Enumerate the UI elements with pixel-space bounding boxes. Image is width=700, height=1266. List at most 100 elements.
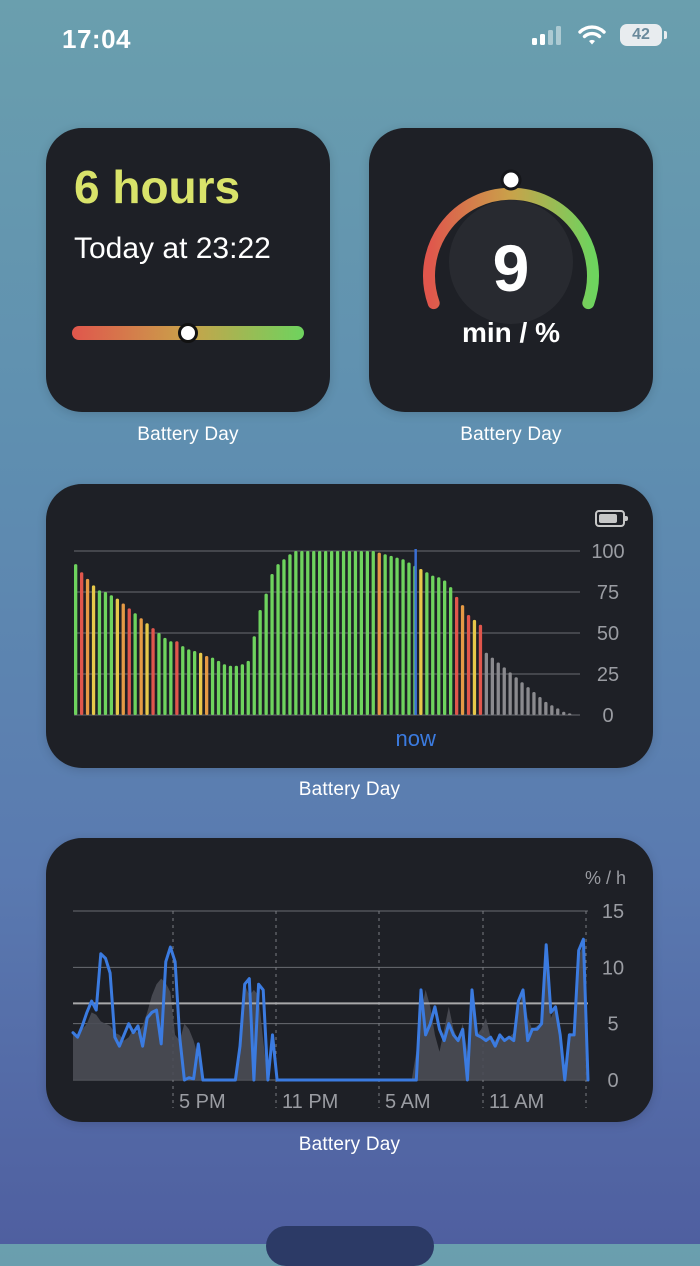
discharge-rate-chart-widget[interactable]: % / h 15 10 5 0 5 PM 11 PM 5 AM 11 AM: [46, 838, 653, 1122]
empty-time: Today at 23:22: [74, 232, 271, 265]
charge-scale-knob: [178, 323, 198, 343]
x-tick-label: 5 AM: [385, 1091, 431, 1113]
gauge-arc: [423, 187, 599, 310]
history-bar: [175, 641, 179, 715]
history-bar: [401, 559, 405, 715]
unit-label: % / h: [585, 868, 626, 888]
gauge-value: 9: [493, 231, 530, 305]
history-bar: [335, 551, 340, 715]
history-bar: [294, 551, 298, 715]
history-bar: [341, 551, 346, 715]
history-bar: [97, 590, 102, 715]
history-bar: [276, 564, 280, 715]
gauge-knob: [500, 169, 522, 191]
forecast-bar: [502, 667, 506, 715]
history-bar: [312, 551, 316, 715]
history-bar: [449, 587, 453, 715]
history-bar: [145, 623, 149, 715]
history-bar: [330, 551, 334, 715]
history-bar: [288, 554, 292, 715]
y-tick-label: 0: [607, 1070, 618, 1092]
y-tick-label: 10: [602, 957, 624, 979]
forecast-bar: [520, 682, 524, 715]
history-bar: [371, 551, 375, 715]
history-bar: [234, 665, 238, 715]
forecast-bar: [544, 701, 548, 715]
history-bar: [395, 557, 399, 715]
history-bar: [74, 564, 78, 715]
history-bar: [282, 559, 286, 715]
y-tick-label: 15: [602, 901, 624, 923]
battery-estimate-widget[interactable]: 6 hours Today at 23:22: [46, 128, 330, 412]
battery-gauge-widget[interactable]: 9 min / %: [369, 128, 653, 412]
history-bar: [169, 641, 173, 715]
history-bar: [103, 592, 108, 715]
battery-level-chart-widget[interactable]: 100 75 50 25 0 now: [46, 484, 653, 768]
history-bar: [199, 652, 203, 715]
area-series: [73, 942, 588, 1080]
history-bar: [443, 580, 447, 715]
forecast-bar: [526, 687, 530, 715]
now-label: now: [395, 726, 435, 751]
cellular-signal-icon: [532, 26, 561, 45]
wifi-icon: [578, 25, 606, 45]
history-bar: [91, 585, 96, 715]
history-bar: [383, 554, 387, 715]
history-bar: [181, 646, 185, 715]
history-bar: [377, 552, 381, 715]
remaining-hours: 6 hours: [74, 161, 241, 213]
history-bar: [216, 660, 221, 715]
forecast-bar: [484, 652, 488, 715]
forecast-bar: [538, 697, 542, 715]
history-bar: [300, 551, 304, 715]
history-bar: [127, 608, 131, 715]
history-bar: [431, 575, 435, 715]
history-bar: [318, 551, 322, 715]
forecast-bar: [490, 657, 494, 715]
history-bar: [359, 551, 363, 715]
y-tick-label: 25: [597, 664, 619, 686]
discharge-rate-chart: % / h 15 10 5 0 5 PM 11 PM 5 AM 11 AM: [71, 868, 626, 1113]
history-bar: [353, 551, 358, 715]
status-time: 17:04: [62, 24, 131, 54]
history-bar: [437, 577, 441, 715]
forecast-bar: [514, 677, 518, 715]
history-bar: [157, 633, 161, 715]
history-bar: [193, 651, 197, 715]
history-bar: [365, 551, 369, 715]
history-bar: [240, 664, 244, 715]
history-bar: [258, 610, 262, 715]
history-bar: [419, 569, 423, 715]
widget-caption-rate-chart: Battery Day: [298, 1134, 401, 1155]
history-bar: [264, 593, 268, 715]
history-bar: [115, 598, 119, 715]
widget-caption-level-chart: Battery Day: [298, 779, 401, 800]
history-bar: [466, 615, 471, 715]
history-bar: [425, 572, 429, 715]
forecast-bar: [496, 662, 500, 715]
gauge-dial: 9 min / %: [423, 169, 599, 348]
y-tick-label: 100: [591, 541, 624, 563]
x-tick-label: 5 PM: [179, 1091, 226, 1113]
y-tick-label: 0: [602, 705, 613, 727]
history-bar: [121, 603, 125, 715]
forecast-bar: [508, 672, 512, 715]
forecast-bar: [550, 705, 554, 715]
x-tick-label: 11 AM: [489, 1091, 544, 1113]
history-bar: [109, 595, 113, 715]
history-bar: [472, 619, 477, 715]
history-bar: [187, 649, 191, 715]
history-bar: [460, 605, 465, 715]
widget-caption-gauge: Battery Day: [460, 424, 562, 445]
history-bar: [270, 574, 274, 715]
battery-level-chart: 100 75 50 25 0 now: [74, 541, 625, 751]
battery-icon: [595, 510, 628, 527]
history-bar: [139, 618, 143, 715]
history-bar: [306, 551, 310, 715]
history-bar: [205, 656, 209, 715]
history-bar: [407, 562, 411, 715]
history-bar: [222, 664, 227, 715]
status-icons: 42: [532, 24, 667, 46]
forecast-bar: [556, 708, 560, 715]
forecast-bar: [562, 711, 566, 715]
